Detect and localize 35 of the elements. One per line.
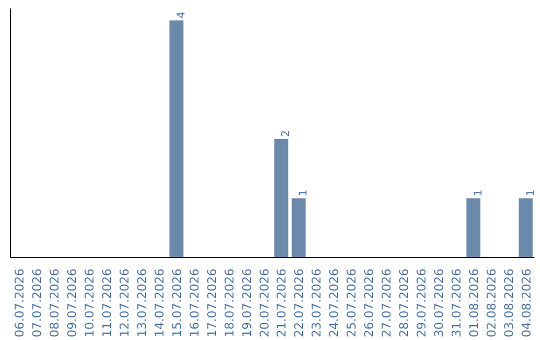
- x-tick-label: 20.07.2026: [257, 268, 272, 338]
- x-tick-label: 27.07.2026: [380, 268, 394, 338]
- x-tick-label: 15.07.2026: [170, 268, 184, 338]
- data-label: 2: [279, 130, 292, 137]
- x-tick-label: 26.07.2026: [362, 268, 376, 338]
- data-label: 1: [296, 189, 310, 196]
- x-tick-label: 31.07.2026: [449, 268, 464, 338]
- x-tick-label: 24.07.2026: [327, 268, 342, 338]
- x-tick-label: 16.07.2026: [187, 268, 202, 338]
- x-tick-label: 22.07.2026: [292, 268, 306, 338]
- x-tick-label: 11.07.2026: [100, 268, 114, 338]
- x-tick-label: 07.07.2026: [30, 268, 44, 338]
- x-tick-label: 09.07.2026: [65, 268, 80, 338]
- x-tick-label: 13.07.2026: [135, 268, 149, 338]
- x-tick-label: 06.07.2026: [12, 268, 27, 338]
- x-tick-label: 29.07.2026: [414, 268, 428, 338]
- x-tick-label: 21.07.2026: [274, 268, 289, 338]
- x-tick-label: 02.08.2026: [484, 268, 498, 338]
- x-tick-label: 12.07.2026: [118, 268, 132, 338]
- x-tick-label: 01.08.2026: [466, 268, 481, 338]
- x-tick-label: 23.07.2026: [310, 268, 324, 338]
- x-tick-label: 30.07.2026: [432, 268, 446, 338]
- x-tick-label: 08.07.2026: [48, 268, 62, 338]
- data-label: 1: [471, 189, 484, 196]
- x-tick-label: 04.08.2026: [519, 268, 534, 338]
- x-tick-label: 17.07.2026: [204, 268, 219, 338]
- data-label: 1: [524, 189, 537, 196]
- x-tick-label: 19.07.2026: [240, 268, 254, 338]
- data-label: 4: [174, 11, 188, 18]
- x-tick-label: 10.07.2026: [82, 268, 97, 338]
- x-tick-label: 14.07.2026: [152, 268, 166, 338]
- x-tick-label: 28.07.2026: [397, 268, 411, 338]
- x-tick-label: 25.07.2026: [344, 268, 359, 338]
- x-tick-label: 18.07.2026: [222, 268, 236, 338]
- x-tick-label: 03.08.2026: [502, 268, 516, 338]
